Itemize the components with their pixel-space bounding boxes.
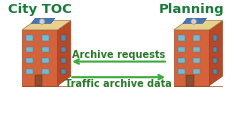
FancyBboxPatch shape [178, 58, 185, 63]
FancyBboxPatch shape [178, 46, 185, 52]
Text: City TOC: City TOC [8, 3, 72, 16]
Polygon shape [22, 21, 71, 30]
Polygon shape [174, 21, 223, 30]
FancyBboxPatch shape [42, 69, 49, 74]
Polygon shape [58, 21, 71, 85]
Polygon shape [61, 69, 65, 74]
Polygon shape [183, 18, 206, 23]
FancyBboxPatch shape [178, 35, 185, 41]
Polygon shape [213, 46, 217, 52]
Polygon shape [61, 35, 65, 41]
Polygon shape [209, 21, 223, 85]
FancyBboxPatch shape [42, 46, 49, 52]
FancyBboxPatch shape [42, 35, 49, 41]
Text: Archive requests: Archive requests [72, 50, 165, 60]
FancyBboxPatch shape [26, 58, 34, 63]
Polygon shape [31, 18, 55, 23]
FancyBboxPatch shape [26, 46, 34, 52]
Text: Traffic archive data: Traffic archive data [65, 79, 172, 89]
FancyBboxPatch shape [193, 69, 200, 74]
FancyBboxPatch shape [193, 58, 200, 63]
FancyBboxPatch shape [42, 58, 49, 63]
Polygon shape [61, 46, 65, 52]
FancyBboxPatch shape [186, 75, 194, 85]
FancyBboxPatch shape [26, 69, 34, 74]
Polygon shape [213, 69, 217, 74]
FancyBboxPatch shape [34, 75, 42, 85]
Circle shape [39, 19, 45, 24]
FancyBboxPatch shape [26, 35, 34, 41]
Circle shape [191, 19, 196, 24]
Text: Planning: Planning [159, 3, 224, 16]
Polygon shape [213, 58, 217, 63]
Polygon shape [213, 35, 217, 41]
FancyBboxPatch shape [174, 30, 209, 85]
FancyBboxPatch shape [193, 35, 200, 41]
FancyBboxPatch shape [178, 69, 185, 74]
FancyBboxPatch shape [193, 46, 200, 52]
FancyBboxPatch shape [22, 30, 58, 85]
Polygon shape [61, 58, 65, 63]
